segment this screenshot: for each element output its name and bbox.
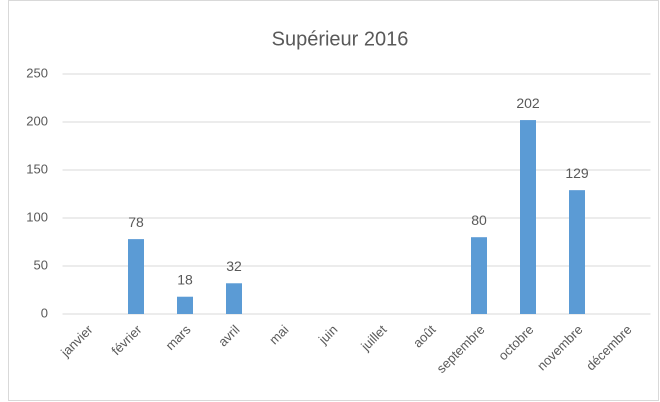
- bar: [177, 296, 193, 314]
- data-label: 129: [565, 165, 589, 181]
- y-tick-label: 150: [26, 161, 48, 176]
- bar: [520, 120, 536, 314]
- chart-frame: [8, 0, 659, 401]
- y-tick-label: 100: [26, 209, 48, 224]
- y-tick-label: 0: [41, 305, 48, 320]
- data-label: 32: [226, 258, 242, 274]
- bar: [569, 190, 585, 314]
- data-label: 78: [128, 214, 144, 230]
- bar: [128, 239, 144, 314]
- data-label: 80: [471, 212, 487, 228]
- y-tick-label: 200: [26, 113, 48, 128]
- data-label: 202: [516, 95, 540, 111]
- data-label: 18: [177, 271, 193, 287]
- chart-title: Supérieur 2016: [272, 28, 409, 50]
- bar: [471, 237, 487, 314]
- y-tick-label: 50: [34, 257, 48, 272]
- y-tick-label: 250: [26, 65, 48, 80]
- bar: [226, 283, 242, 314]
